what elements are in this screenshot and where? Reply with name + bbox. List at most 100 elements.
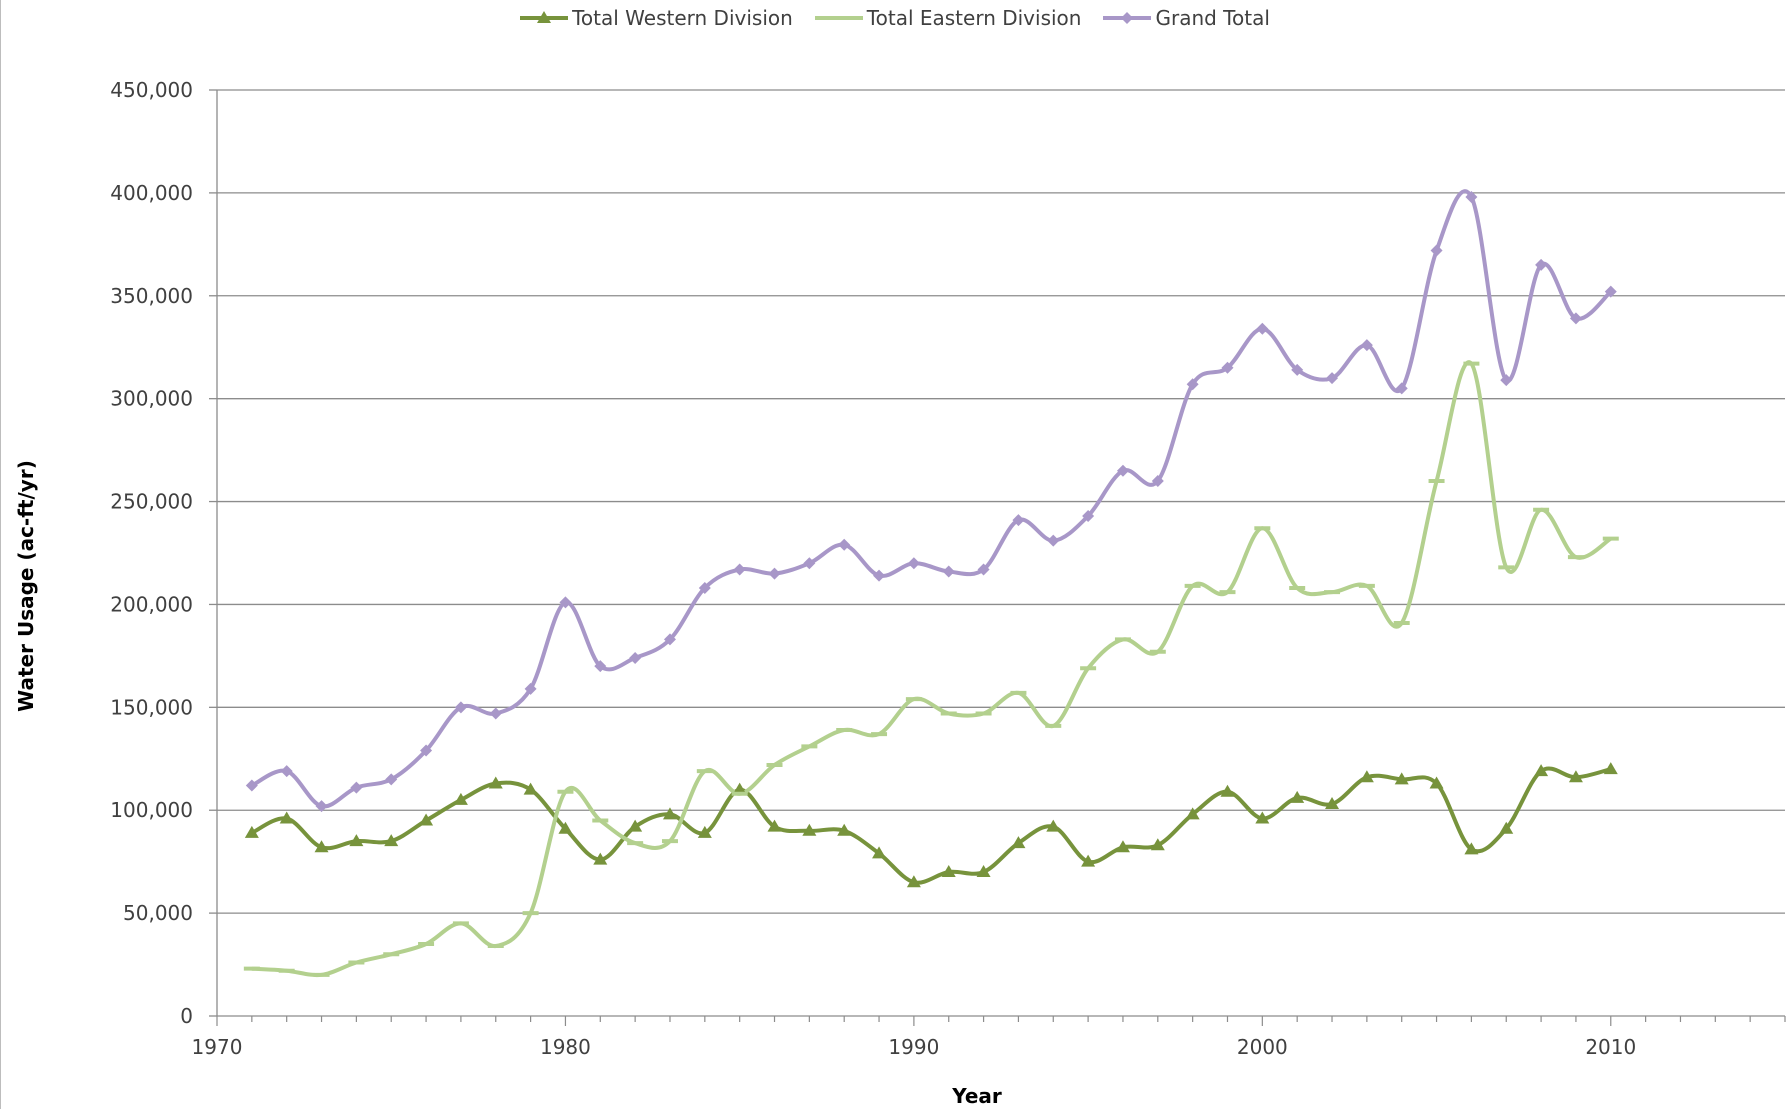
series-line-eastern <box>251 360 1612 978</box>
data-point-western-1984 <box>697 825 712 838</box>
data-point-grand-total-2007 <box>1500 374 1513 387</box>
data-point-grand-total-1997 <box>1151 474 1164 487</box>
data-point-western-2005 <box>1429 776 1444 789</box>
gridlines <box>217 89 1785 914</box>
data-point-grand-total-1974 <box>350 781 363 794</box>
data-point-western-1976 <box>419 813 434 826</box>
data-point-grand-total-1999 <box>1221 361 1234 374</box>
data-point-western-2008 <box>1534 764 1549 777</box>
data-point-grand-total-1972 <box>280 765 293 778</box>
data-point-western-2010 <box>1603 762 1618 775</box>
data-point-western-1975 <box>384 834 399 847</box>
data-point-grand-total-1981 <box>594 660 607 673</box>
data-point-western-1992 <box>976 864 991 877</box>
x-tick-label-1: 1980 <box>540 1035 591 1059</box>
data-point-grand-total-1978 <box>489 707 502 720</box>
data-point-western-2001 <box>1290 790 1305 803</box>
data-point-grand-total-1983 <box>663 633 676 646</box>
series-markers <box>243 191 1619 977</box>
data-point-grand-total-2004 <box>1395 382 1408 395</box>
data-point-western-1988 <box>837 823 852 836</box>
data-point-grand-total-2000 <box>1256 322 1269 335</box>
data-point-grand-total-1979 <box>524 682 537 695</box>
data-point-western-2002 <box>1325 797 1340 810</box>
data-point-grand-total-1989 <box>873 569 886 582</box>
data-point-grand-total-1984 <box>698 581 711 594</box>
data-point-western-1977 <box>453 792 468 805</box>
y-tick-label-7: 350,000 <box>110 284 193 308</box>
data-point-grand-total-1995 <box>1082 509 1095 522</box>
y-tick-label-3: 150,000 <box>110 695 193 719</box>
data-point-western-1998 <box>1185 807 1200 820</box>
data-point-western-1994 <box>1046 819 1061 832</box>
axes <box>209 89 1786 1026</box>
data-point-grand-total-1988 <box>838 538 851 551</box>
data-point-grand-total-2005 <box>1430 244 1443 257</box>
data-point-grand-total-1996 <box>1116 464 1129 477</box>
data-point-western-1986 <box>767 819 782 832</box>
data-point-grand-total-1973 <box>315 800 328 813</box>
data-point-western-1985 <box>732 782 747 795</box>
data-point-grand-total-2003 <box>1360 339 1373 352</box>
data-point-western-1999 <box>1220 784 1235 797</box>
data-point-western-1972 <box>279 811 294 824</box>
data-point-western-1978 <box>488 776 503 789</box>
y-axis-title: Water Usage (ac-ft/yr) <box>14 460 38 712</box>
y-tick-label-0: 0 <box>180 1004 193 1028</box>
data-point-grand-total-1971 <box>245 779 258 792</box>
data-point-western-1971 <box>244 825 259 838</box>
series-line-western <box>250 766 1612 885</box>
data-point-western-2006 <box>1464 842 1479 855</box>
data-point-grand-total-1994 <box>1047 534 1060 547</box>
x-tick-label-2: 1990 <box>888 1035 939 1059</box>
x-axis-title: Year <box>951 1084 1002 1108</box>
data-point-western-1974 <box>349 834 364 847</box>
data-point-grand-total-2010 <box>1604 285 1617 298</box>
series-line-grand-total <box>250 189 1613 809</box>
data-point-western-1973 <box>314 840 329 853</box>
data-point-grand-total-1992 <box>977 563 990 576</box>
x-tick-label-3: 2000 <box>1237 1035 1288 1059</box>
legend: Total Western Division Total Eastern Div… <box>1 6 1788 30</box>
data-point-western-2000 <box>1255 811 1270 824</box>
data-point-grand-total-1982 <box>629 651 642 664</box>
legend-marker-grand-total <box>1121 12 1134 24</box>
data-point-grand-total-1985 <box>733 563 746 576</box>
data-point-western-1995 <box>1081 854 1096 867</box>
data-point-grand-total-1990 <box>907 557 920 570</box>
data-point-western-2003 <box>1359 770 1374 783</box>
data-point-western-1993 <box>1011 836 1026 849</box>
data-point-western-1996 <box>1115 840 1130 853</box>
data-point-western-1991 <box>941 864 956 877</box>
legend-swatch-western <box>520 11 569 23</box>
y-tick-label-8: 400,000 <box>110 181 193 205</box>
data-point-grand-total-2009 <box>1569 312 1582 325</box>
data-point-grand-total-1993 <box>1012 514 1025 527</box>
data-point-grand-total-1987 <box>803 557 816 570</box>
x-tick-label-4: 2010 <box>1585 1035 1636 1059</box>
series-lines <box>250 189 1613 978</box>
data-point-grand-total-1976 <box>420 744 433 757</box>
data-point-grand-total-1977 <box>454 701 467 714</box>
data-point-grand-total-2006 <box>1465 191 1478 204</box>
data-point-western-1997 <box>1150 838 1165 851</box>
y-tick-label-1: 50,000 <box>123 901 193 925</box>
legend-swatch-eastern <box>814 16 863 20</box>
data-point-western-1983 <box>662 807 677 820</box>
data-point-western-2004 <box>1394 772 1409 785</box>
legend-label-eastern: Total Eastern Division <box>866 6 1082 30</box>
data-point-western-1989 <box>872 846 887 859</box>
legend-label-grand-total: Grand Total <box>1155 6 1270 30</box>
axis-labels: 0 50,000 100,000 150,000 200,000 250,000 300,0… <box>14 78 1636 1108</box>
data-point-western-2007 <box>1499 821 1514 834</box>
legend-item-eastern: Total Eastern Division <box>814 6 1082 30</box>
y-tick-label-5: 250,000 <box>110 490 193 514</box>
data-point-western-1982 <box>628 819 643 832</box>
y-tick-label-9: 450,000 <box>110 78 193 102</box>
data-point-western-2009 <box>1568 770 1583 783</box>
legend-swatch-grand-total <box>1103 12 1152 24</box>
data-point-western-1981 <box>593 852 608 865</box>
data-point-western-1979 <box>523 782 538 795</box>
